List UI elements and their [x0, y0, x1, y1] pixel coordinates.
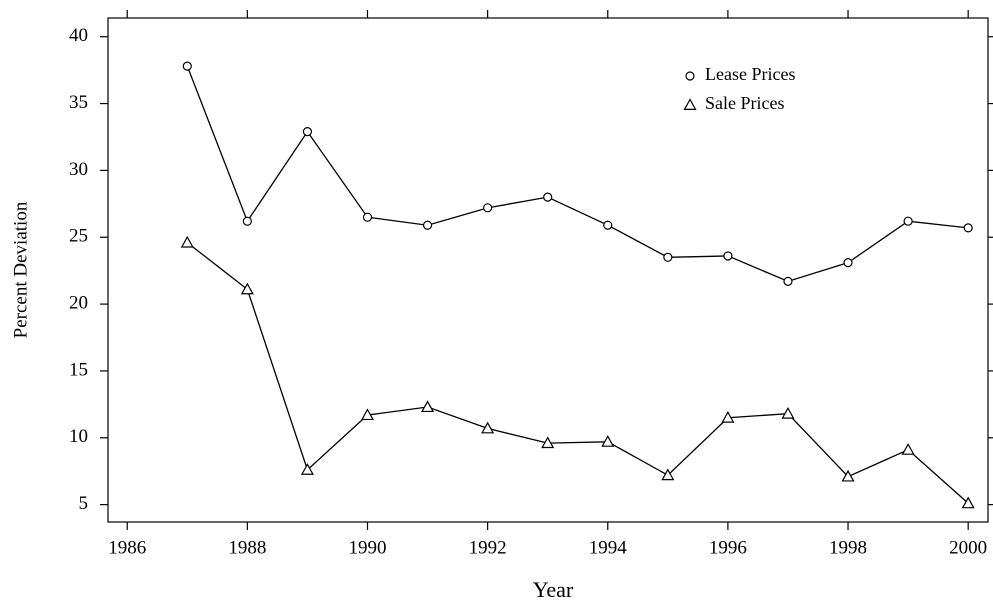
- x-axis-label: Year: [533, 577, 574, 602]
- data-point: [903, 216, 913, 226]
- data-point: [663, 252, 673, 262]
- legend-label: Sale Prices: [705, 93, 784, 113]
- data-point: [242, 216, 252, 226]
- data-point: [543, 192, 553, 202]
- y-tick-label: 25: [69, 226, 88, 247]
- data-point: [841, 469, 855, 482]
- x-tick-label: 1994: [589, 537, 628, 558]
- data-point: [240, 282, 254, 295]
- series-line: [186, 65, 969, 283]
- data-point: [302, 127, 313, 137]
- legend-marker: [683, 98, 697, 111]
- data-point: [901, 443, 915, 455]
- legend-marker: [685, 71, 695, 81]
- legend-label: Lease Prices: [705, 64, 795, 84]
- data-point: [601, 435, 615, 447]
- data-point: [182, 61, 192, 71]
- data-point: [661, 468, 675, 481]
- x-tick-label: 1986: [108, 537, 146, 558]
- x-tick-label: 1988: [228, 537, 266, 558]
- data-point: [362, 212, 373, 222]
- data-point: [723, 251, 733, 261]
- data-point: [422, 220, 433, 230]
- y-tick-label: 10: [69, 426, 88, 447]
- x-tick-label: 1996: [709, 537, 747, 558]
- y-tick-label: 15: [69, 359, 88, 380]
- data-point: [721, 410, 735, 423]
- y-tick-label: 20: [69, 292, 88, 313]
- x-tick-label: 1992: [469, 537, 507, 558]
- data-point: [300, 463, 314, 475]
- data-point: [783, 276, 793, 286]
- x-tick-label: 1998: [829, 537, 867, 558]
- data-point: [481, 421, 495, 434]
- data-point: [781, 406, 795, 419]
- y-tick-label: 40: [69, 25, 88, 46]
- y-tick-label: 35: [69, 92, 88, 113]
- data-point: [421, 400, 435, 413]
- y-tick-label: 5: [79, 493, 89, 514]
- data-point: [180, 235, 194, 248]
- y-axis-label: Percent Deviation: [10, 201, 31, 338]
- data-point: [603, 220, 613, 230]
- data-point: [360, 408, 375, 421]
- series-line: [186, 242, 969, 504]
- data-point: [843, 258, 853, 268]
- x-tick-label: 1990: [348, 537, 386, 558]
- data-point: [961, 496, 975, 509]
- x-tick-label: 2000: [949, 537, 987, 558]
- plot-frame: [107, 17, 989, 523]
- data-point: [483, 203, 493, 213]
- data-point: [541, 436, 555, 449]
- y-tick-label: 30: [69, 159, 88, 180]
- data-point: [963, 223, 973, 233]
